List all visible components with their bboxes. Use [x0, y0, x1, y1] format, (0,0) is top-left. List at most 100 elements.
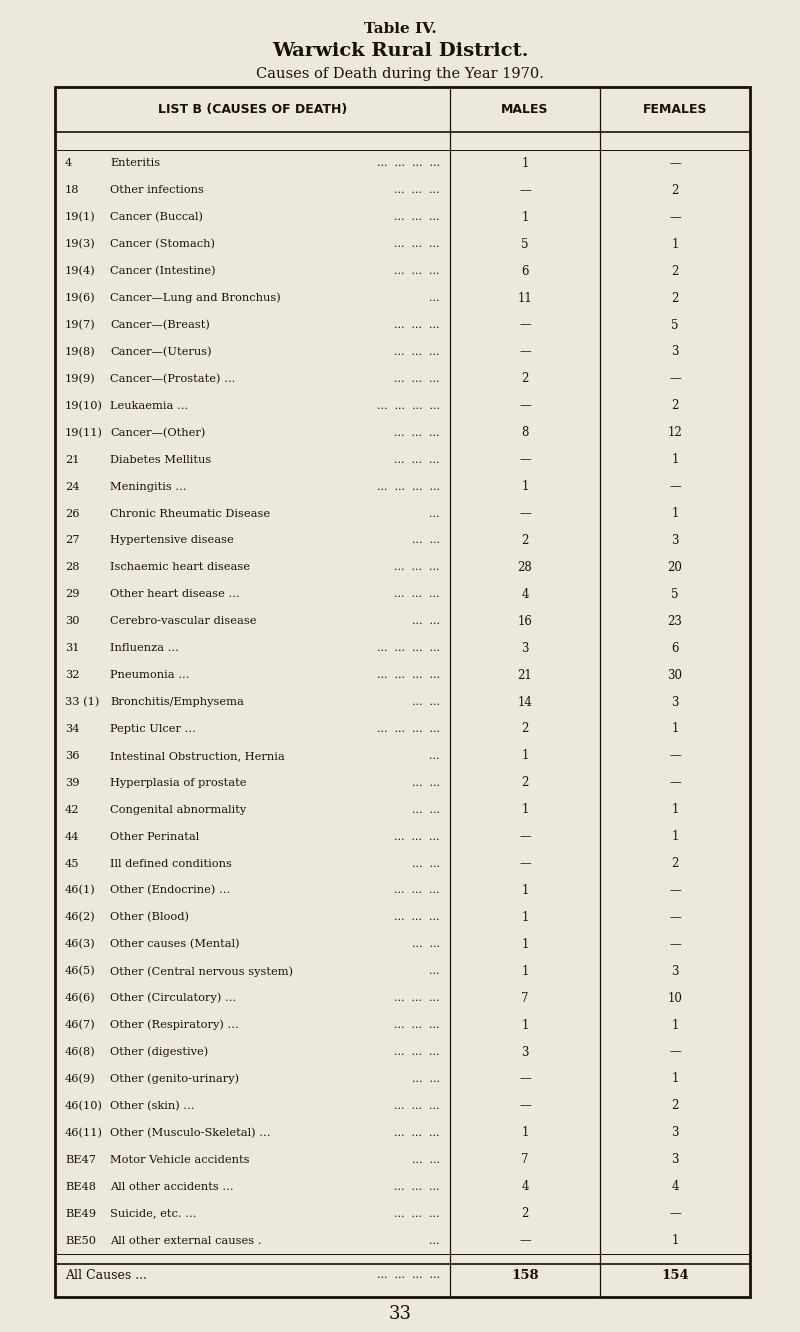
- Text: All Causes ...: All Causes ...: [65, 1269, 147, 1281]
- Text: 3: 3: [671, 964, 678, 978]
- Text: ...  ...  ...: ... ... ...: [394, 886, 440, 895]
- Text: Leukaemia ...: Leukaemia ...: [110, 401, 188, 410]
- Text: 46(3): 46(3): [65, 939, 96, 950]
- Text: Other (digestive): Other (digestive): [110, 1047, 208, 1058]
- Text: 3: 3: [522, 642, 529, 654]
- Text: BE48: BE48: [65, 1181, 96, 1192]
- Text: ...  ...: ... ...: [412, 859, 440, 868]
- Text: 19(6): 19(6): [65, 293, 96, 304]
- Text: Cerebro-vascular disease: Cerebro-vascular disease: [110, 617, 257, 626]
- Text: 30: 30: [667, 669, 682, 682]
- Text: ...  ...: ... ...: [412, 778, 440, 787]
- Text: ...: ...: [430, 751, 440, 761]
- Text: 46(9): 46(9): [65, 1074, 96, 1084]
- Text: 46(6): 46(6): [65, 994, 96, 1003]
- Text: Diabetes Mellitus: Diabetes Mellitus: [110, 454, 211, 465]
- Text: Other (genito-urinary): Other (genito-urinary): [110, 1074, 239, 1084]
- Text: 3: 3: [671, 695, 678, 709]
- Text: 1: 1: [671, 507, 678, 519]
- Text: 12: 12: [668, 426, 682, 440]
- Text: Enteritis: Enteritis: [110, 159, 160, 168]
- Text: 2: 2: [522, 534, 529, 547]
- Text: 154: 154: [661, 1269, 689, 1281]
- Text: 11: 11: [518, 292, 532, 305]
- Text: 45: 45: [65, 859, 79, 868]
- Text: Warwick Rural District.: Warwick Rural District.: [272, 43, 528, 60]
- Text: 27: 27: [65, 535, 79, 545]
- Text: 4: 4: [522, 1180, 529, 1193]
- Text: ...  ...  ...  ...: ... ... ... ...: [377, 159, 440, 168]
- Text: Other (Central nervous system): Other (Central nervous system): [110, 966, 293, 976]
- Text: 5: 5: [671, 587, 678, 601]
- Text: ...  ...  ...  ...: ... ... ... ...: [377, 670, 440, 681]
- Text: 36: 36: [65, 751, 79, 761]
- Text: 5: 5: [671, 318, 678, 332]
- Text: ...: ...: [430, 293, 440, 304]
- Text: ...  ...  ...: ... ... ...: [394, 1020, 440, 1030]
- Text: Congenital abnormality: Congenital abnormality: [110, 805, 246, 815]
- Text: All other external causes .: All other external causes .: [110, 1236, 262, 1245]
- Text: 3: 3: [671, 345, 678, 358]
- Text: ...  ...  ...: ... ... ...: [394, 1102, 440, 1111]
- Text: ...  ...: ... ...: [412, 535, 440, 545]
- Text: Cancer (Stomach): Cancer (Stomach): [110, 238, 215, 249]
- Text: —: —: [519, 856, 531, 870]
- Text: 1: 1: [522, 210, 529, 224]
- Text: ...  ...  ...: ... ... ...: [394, 454, 440, 465]
- Text: 34: 34: [65, 723, 79, 734]
- Text: ...  ...  ...  ...: ... ... ... ...: [377, 1271, 440, 1280]
- Text: 1: 1: [522, 938, 529, 951]
- Text: —: —: [669, 157, 681, 170]
- Text: Chronic Rheumatic Disease: Chronic Rheumatic Disease: [110, 509, 270, 518]
- Text: 19(9): 19(9): [65, 374, 96, 384]
- Text: ...  ...: ... ...: [412, 697, 440, 707]
- Text: Other (Respiratory) ...: Other (Respiratory) ...: [110, 1020, 238, 1031]
- Text: Ischaemic heart disease: Ischaemic heart disease: [110, 562, 250, 573]
- Text: 1: 1: [522, 964, 529, 978]
- Text: 1: 1: [671, 1072, 678, 1086]
- Text: ...  ...  ...: ... ... ...: [394, 240, 440, 249]
- Text: 2: 2: [671, 400, 678, 413]
- Text: ...  ...: ... ...: [412, 805, 440, 815]
- Text: 33: 33: [389, 1305, 411, 1323]
- Text: ...  ...  ...: ... ... ...: [394, 589, 440, 599]
- Text: —: —: [669, 938, 681, 951]
- Text: 2: 2: [522, 1207, 529, 1220]
- Text: 23: 23: [667, 615, 682, 627]
- Text: Other causes (Mental): Other causes (Mental): [110, 939, 240, 950]
- Text: ...  ...  ...  ...: ... ... ... ...: [377, 723, 440, 734]
- Text: 39: 39: [65, 778, 79, 787]
- Text: —: —: [669, 1207, 681, 1220]
- Text: 46(10): 46(10): [65, 1100, 103, 1111]
- Text: 2: 2: [671, 292, 678, 305]
- Text: 46(5): 46(5): [65, 966, 96, 976]
- Text: FEMALES: FEMALES: [642, 103, 707, 116]
- Text: Bronchitis/Emphysema: Bronchitis/Emphysema: [110, 697, 244, 707]
- Text: 2: 2: [522, 722, 529, 735]
- Text: 31: 31: [65, 643, 79, 653]
- Text: ...  ...  ...: ... ... ...: [394, 1128, 440, 1138]
- Text: Cancer (Buccal): Cancer (Buccal): [110, 212, 203, 222]
- Text: 46(7): 46(7): [65, 1020, 96, 1030]
- Text: ...  ...  ...  ...: ... ... ... ...: [377, 482, 440, 492]
- Text: —: —: [669, 884, 681, 896]
- Text: 2: 2: [671, 265, 678, 277]
- Text: 8: 8: [522, 426, 529, 440]
- Text: 7: 7: [522, 992, 529, 1004]
- Text: —: —: [669, 750, 681, 762]
- Text: 32: 32: [65, 670, 79, 681]
- Text: ...  ...: ... ...: [412, 1074, 440, 1084]
- Text: 19(4): 19(4): [65, 266, 96, 276]
- Text: BE49: BE49: [65, 1208, 96, 1219]
- Text: 14: 14: [518, 695, 533, 709]
- Text: —: —: [669, 210, 681, 224]
- Text: 3: 3: [671, 1154, 678, 1167]
- Text: Cancer (Intestine): Cancer (Intestine): [110, 266, 216, 276]
- Text: 1: 1: [671, 803, 678, 817]
- Text: ...  ...: ... ...: [412, 939, 440, 950]
- Text: ...  ...  ...: ... ... ...: [394, 185, 440, 196]
- Text: 2: 2: [522, 373, 529, 385]
- Text: Ill defined conditions: Ill defined conditions: [110, 859, 232, 868]
- Text: —: —: [669, 911, 681, 924]
- Text: ...  ...  ...: ... ... ...: [394, 212, 440, 222]
